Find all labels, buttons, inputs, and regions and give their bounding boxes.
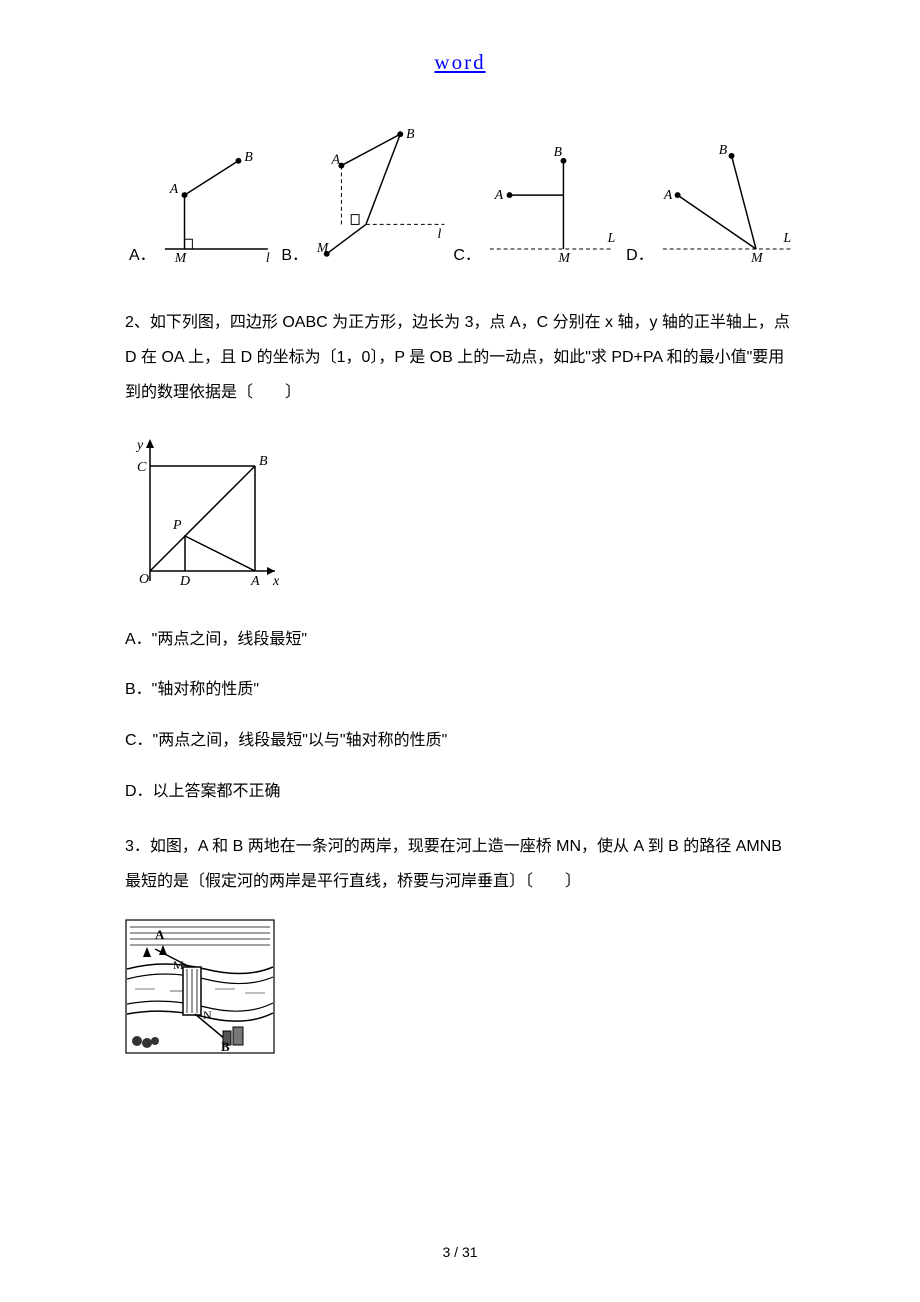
svg-text:N: N xyxy=(203,1008,212,1022)
figure-a: l M A B xyxy=(160,135,278,265)
q2-opt-c: C．"两点之间，线段最短"以与"轴对称的性质" xyxy=(125,727,795,756)
header-link: word xyxy=(434,50,485,74)
fig-b-a: A xyxy=(331,152,341,167)
fig-b-l: l xyxy=(438,226,442,241)
fig-d-a: A xyxy=(663,187,673,202)
fig-c-a: A xyxy=(494,187,504,202)
figure-c: L M A B xyxy=(485,135,622,265)
fig-d-b: B xyxy=(719,142,728,157)
page-number: 3 / 31 xyxy=(442,1244,477,1260)
fig-d-l: L xyxy=(782,230,791,245)
figure-d: L M A B xyxy=(658,135,795,265)
q3-text: 3．如图，A 和 B 两地在一条河的两岸，现要在河上造一座桥 MN，使从 A 到… xyxy=(125,829,795,899)
svg-text:P: P xyxy=(172,518,182,533)
page-content: word A． l M A B B． l M A xyxy=(0,0,920,1119)
fig-a-l: l xyxy=(266,250,270,265)
svg-text:x: x xyxy=(272,574,280,589)
svg-text:B: B xyxy=(259,454,268,469)
fig-c-m: M xyxy=(557,250,571,265)
svg-text:B: B xyxy=(221,1039,230,1054)
svg-text:M: M xyxy=(173,958,184,972)
label-d: D． xyxy=(626,241,654,265)
svg-text:D: D xyxy=(179,574,190,589)
svg-text:C: C xyxy=(137,460,147,475)
svg-text:A: A xyxy=(155,927,165,942)
page-footer: 3 / 31 xyxy=(0,1244,920,1260)
q2-opt-a: A．"两点之间，线段最短" xyxy=(125,626,795,655)
page-header: word xyxy=(125,50,795,75)
q3-figure: A M N B xyxy=(125,919,795,1059)
q2-opt-d: D．以上答案都不正确 xyxy=(125,778,795,807)
fig-b-b: B xyxy=(406,126,415,141)
fig-d-m: M xyxy=(750,250,764,265)
fig-a-m: M xyxy=(173,250,187,265)
fig-a-b: B xyxy=(244,149,253,164)
fig-c-b: B xyxy=(554,144,563,159)
q2-text: 2、如下列图，四边形 OABC 为正方形，边长为 3，点 A，C 分别在 x 轴… xyxy=(125,305,795,411)
fig-c-l: L xyxy=(606,230,615,245)
q2-figure: O x y C B A D P xyxy=(125,431,795,596)
label-a: A． xyxy=(129,241,156,265)
figure-b: l M A B xyxy=(312,125,449,265)
answer-figures-row: A． l M A B B． l M A B xyxy=(125,125,795,265)
label-b: B． xyxy=(281,241,308,265)
svg-text:O: O xyxy=(139,572,149,587)
q2-opt-b: B．"轴对称的性质" xyxy=(125,676,795,705)
label-c: C． xyxy=(453,241,481,265)
fig-a-a: A xyxy=(168,181,178,196)
svg-text:y: y xyxy=(135,438,144,453)
svg-text:A: A xyxy=(250,574,260,589)
